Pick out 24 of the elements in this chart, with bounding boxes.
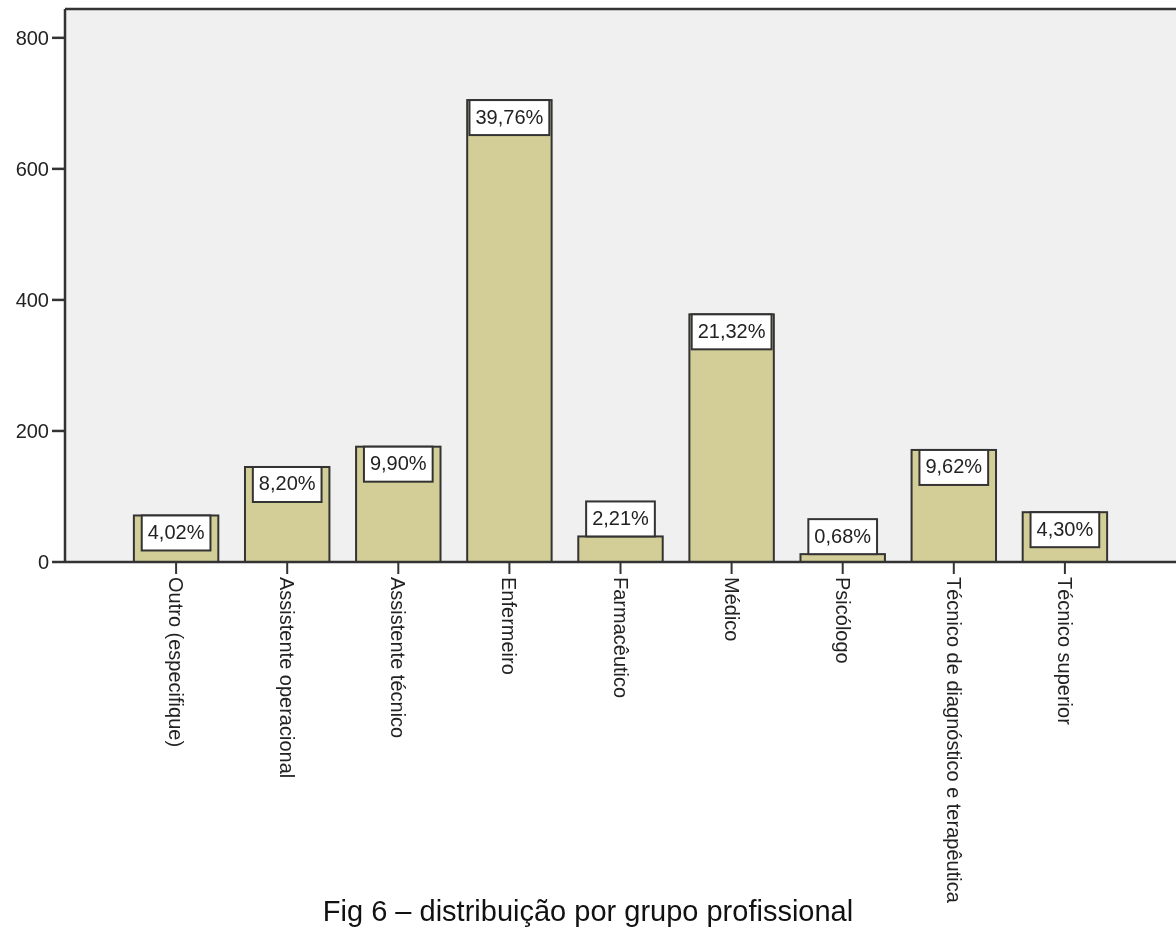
annotation: 9,90% bbox=[369, 452, 427, 475]
annotation: 9,62% bbox=[925, 455, 983, 478]
x-tick-label: Médico bbox=[720, 577, 743, 642]
x-tick-label: Enfermeiro bbox=[498, 577, 521, 675]
annotation: 21,32% bbox=[697, 319, 766, 342]
y-tick-label: 200 bbox=[15, 419, 49, 442]
x-tick-label: Assistente operacional bbox=[276, 577, 299, 779]
x-tick-label: Farmacêutico bbox=[609, 577, 632, 699]
x-tick-label: Assistente técnico bbox=[387, 577, 410, 739]
annotation: 4,30% bbox=[1036, 517, 1094, 540]
y-tick-label: 0 bbox=[37, 551, 49, 573]
x-tick-label: Técnico de diagnóstico e terapêutica bbox=[942, 577, 965, 904]
annotation: 8,20% bbox=[258, 472, 316, 495]
annotation: 39,76% bbox=[475, 105, 544, 128]
annotation: 4,02% bbox=[147, 520, 205, 543]
y-tick-label: 400 bbox=[15, 288, 49, 311]
y-tick-label: 600 bbox=[15, 157, 49, 180]
x-tick-label: Técnico superior bbox=[1053, 577, 1076, 726]
x-tick-label: Psicólogo bbox=[831, 577, 854, 664]
annotation: 0,68% bbox=[814, 524, 872, 547]
y-tick-label: 800 bbox=[15, 26, 49, 49]
text: Fig 6 – distribuição por grupo profissional bbox=[322, 895, 854, 927]
x-tick-label: Outro (especifique) bbox=[165, 577, 188, 748]
annotation: 2,21% bbox=[592, 506, 650, 529]
